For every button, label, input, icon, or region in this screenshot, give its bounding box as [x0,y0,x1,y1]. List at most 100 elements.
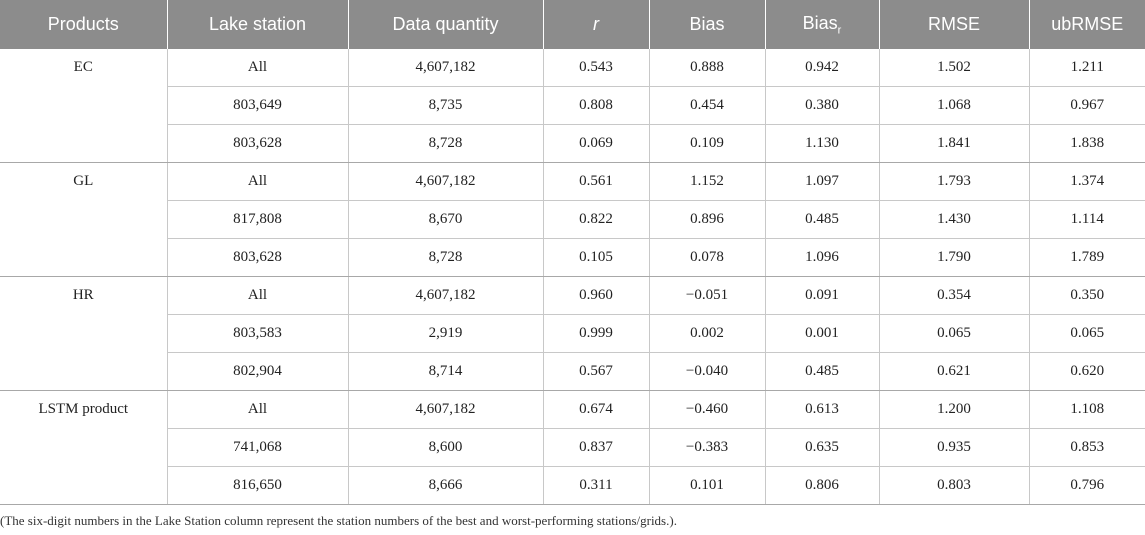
table-row: 816,650 8,666 0.311 0.101 0.806 0.803 0.… [0,466,1145,505]
bias-cell: −0.040 [648,352,765,391]
station-cell: All [166,390,348,429]
bias-r-cell: 0.485 [764,200,879,239]
header-data-quantity: Data quantity [347,0,543,49]
bias-r-cell: 1.096 [764,238,879,277]
bias-cell: −0.051 [648,276,765,315]
quantity-cell: 4,607,182 [347,49,543,87]
bias-r-cell: 0.942 [764,49,879,87]
product-cell: LSTM product [0,390,167,505]
quantity-cell: 8,666 [347,466,543,505]
bias-cell: −0.460 [648,390,765,429]
table-row: 803,628 8,728 0.069 0.109 1.130 1.841 1.… [0,124,1145,163]
ubrmse-cell: 1.211 [1028,49,1145,87]
ubrmse-cell: 0.853 [1028,428,1145,467]
bias-cell: 0.101 [648,466,765,505]
table-row: 741,068 8,600 0.837 −0.383 0.635 0.935 0… [0,428,1145,467]
table-row: 802,904 8,714 0.567 −0.040 0.485 0.621 0… [0,352,1145,391]
bias-r-cell: 0.806 [764,466,879,505]
r-cell: 0.311 [542,466,649,505]
bias-r-cell: 0.635 [764,428,879,467]
table-row: EC All 4,607,182 0.543 0.888 0.942 1.502… [0,49,1145,163]
header-lake-station: Lake station [166,0,348,49]
r-cell: 0.105 [542,238,649,277]
bias-cell: 1.152 [648,162,765,201]
header-bias-r-label: Bias [802,12,838,33]
bias-r-cell: 0.613 [764,390,879,429]
quantity-cell: 8,728 [347,124,543,163]
r-cell: 0.808 [542,86,649,125]
ubrmse-cell: 0.620 [1028,352,1145,391]
table-row: GL All 4,607,182 0.561 1.152 1.097 1.793… [0,162,1145,277]
rmse-cell: 0.935 [878,428,1029,467]
rmse-cell: 0.621 [878,352,1029,391]
station-cell: 803,628 [166,238,348,277]
header-row: Products Lake station Data quantity r Bi… [0,0,1145,49]
quantity-cell: 8,728 [347,238,543,277]
table-row: 803,583 2,919 0.999 0.002 0.001 0.065 0.… [0,314,1145,353]
ubrmse-cell: 0.796 [1028,466,1145,505]
station-cell: 741,068 [166,428,348,467]
rmse-cell: 0.354 [878,276,1029,315]
quantity-cell: 8,714 [347,352,543,391]
ubrmse-cell: 1.374 [1028,162,1145,201]
bias-cell: −0.383 [648,428,765,467]
ubrmse-cell: 1.789 [1028,238,1145,277]
header-bias-r: Biasr [764,0,879,49]
r-cell: 0.069 [542,124,649,163]
bias-cell: 0.888 [648,49,765,87]
table-body: EC All 4,607,182 0.543 0.888 0.942 1.502… [0,49,1145,505]
r-cell: 0.960 [542,276,649,315]
table-row: HR All 4,607,182 0.960 −0.051 0.091 0.35… [0,276,1145,391]
results-table: Products Lake station Data quantity r Bi… [0,0,1145,505]
rmse-cell: 0.065 [878,314,1029,353]
rmse-cell: 1.502 [878,49,1029,87]
bias-cell: 0.078 [648,238,765,277]
bias-r-cell: 0.380 [764,86,879,125]
station-cell: 802,904 [166,352,348,391]
bias-cell: 0.454 [648,86,765,125]
table-row: LSTM product All 4,607,182 0.674 −0.460 … [0,390,1145,505]
quantity-cell: 4,607,182 [347,276,543,315]
ubrmse-cell: 1.108 [1028,390,1145,429]
bias-r-cell: 0.485 [764,352,879,391]
product-cell: EC [0,49,167,163]
quantity-cell: 4,607,182 [347,162,543,201]
bias-r-cell: 0.091 [764,276,879,315]
station-cell: All [166,162,348,201]
rmse-cell: 1.793 [878,162,1029,201]
header-rmse: RMSE [878,0,1029,49]
rmse-cell: 1.068 [878,86,1029,125]
quantity-cell: 2,919 [347,314,543,353]
r-cell: 0.674 [542,390,649,429]
bias-cell: 0.109 [648,124,765,163]
header-bias: Bias [648,0,765,49]
bias-r-cell: 1.130 [764,124,879,163]
station-cell: 803,583 [166,314,348,353]
r-cell: 0.543 [542,49,649,87]
product-cell: GL [0,162,167,277]
table-row: 803,649 8,735 0.808 0.454 0.380 1.068 0.… [0,86,1145,125]
r-cell: 0.822 [542,200,649,239]
station-cell: 803,628 [166,124,348,163]
header-r: r [542,0,649,49]
table-row: 803,628 8,728 0.105 0.078 1.096 1.790 1.… [0,238,1145,277]
ubrmse-cell: 1.838 [1028,124,1145,163]
results-table-container: Products Lake station Data quantity r Bi… [0,0,1145,505]
bias-r-cell: 1.097 [764,162,879,201]
bias-cell: 0.896 [648,200,765,239]
table-footnote: (The six-digit numbers in the Lake Stati… [0,513,677,528]
ubrmse-cell: 0.350 [1028,276,1145,315]
station-cell: All [166,49,348,87]
quantity-cell: 8,735 [347,86,543,125]
table-row: 817,808 8,670 0.822 0.896 0.485 1.430 1.… [0,200,1145,239]
rmse-cell: 1.790 [878,238,1029,277]
rmse-cell: 1.200 [878,390,1029,429]
rmse-cell: 1.430 [878,200,1029,239]
rmse-cell: 0.803 [878,466,1029,505]
ubrmse-cell: 0.967 [1028,86,1145,125]
header-bias-r-subscript: r [837,24,842,37]
product-cell: HR [0,276,167,391]
station-cell: 803,649 [166,86,348,125]
station-cell: All [166,276,348,315]
r-cell: 0.837 [542,428,649,467]
